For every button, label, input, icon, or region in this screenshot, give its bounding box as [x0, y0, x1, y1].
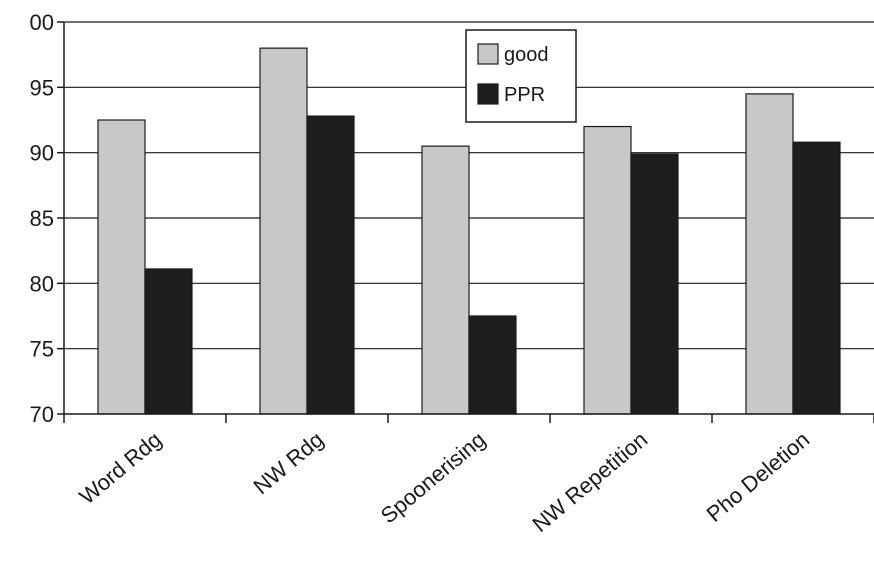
y-tick-label: 75 [30, 337, 54, 362]
legend-label-good: good [504, 44, 549, 66]
bar-ppr-pho-deletion [792, 141, 841, 415]
bar-ppr-spoonerising [468, 315, 517, 415]
x-category-label: NW Repetition [527, 427, 652, 537]
x-category-label: Pho Deletion [702, 427, 815, 527]
legend: good PPR [465, 29, 577, 123]
bars [97, 47, 841, 415]
bar-good-nw-repetition [583, 125, 632, 415]
x-category-label: Word Rdg [75, 427, 167, 510]
legend-label-ppr: PPR [504, 84, 545, 106]
bar-good-spoonerising [421, 145, 470, 415]
bar-ppr-nw-repetition [630, 153, 679, 415]
y-tick-label: 70 [30, 402, 54, 427]
bar-ppr-word-rdg [144, 268, 193, 415]
x-category-label: NW Rdg [248, 427, 328, 500]
y-tick-label: 00 [30, 10, 54, 35]
legend-swatch-ppr [477, 83, 499, 105]
bar-ppr-nw-rdg [306, 115, 355, 415]
y-tick-label: 85 [30, 206, 54, 231]
bar-good-nw-rdg [259, 47, 308, 415]
y-tick-label: 80 [30, 271, 54, 296]
bar-good-word-rdg [97, 119, 146, 415]
bar-good-pho-deletion [745, 93, 794, 415]
y-tick-label: 90 [30, 141, 54, 166]
y-tick-label: 95 [30, 75, 54, 100]
x-category-label: Spoonerising [376, 427, 490, 529]
legend-swatch-good [477, 43, 499, 65]
